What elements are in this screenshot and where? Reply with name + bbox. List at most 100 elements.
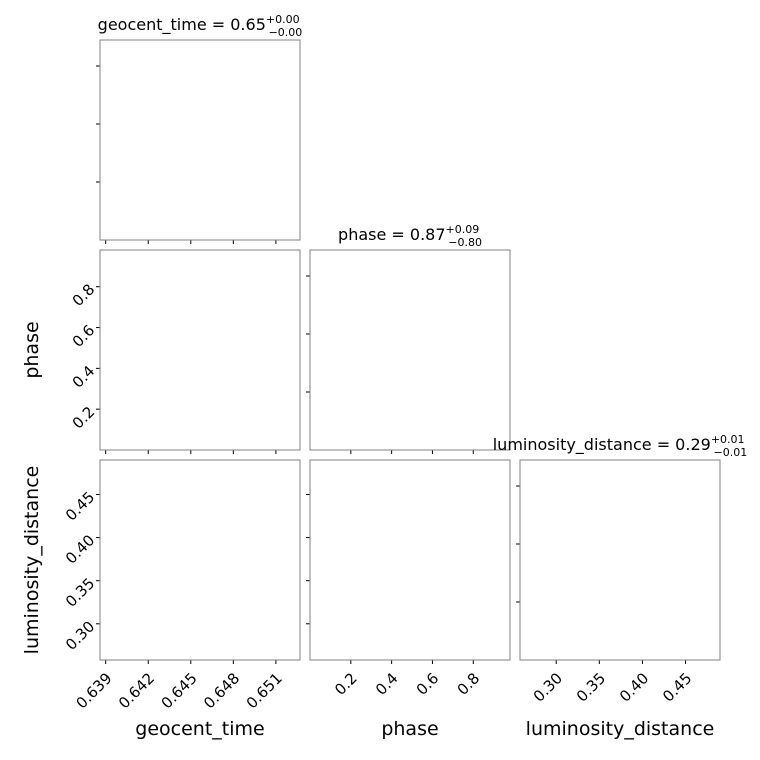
sample-point (227, 451, 229, 453)
sample-point (301, 630, 303, 632)
sample-point (513, 623, 515, 625)
sample-point (302, 627, 304, 629)
sample-point (305, 630, 307, 632)
ylabel-phase: phase (21, 321, 43, 378)
sample-point (229, 453, 231, 455)
sample-point (246, 450, 248, 452)
sample-point (228, 241, 230, 243)
sample-point (217, 246, 219, 248)
sample-point (210, 247, 212, 249)
sample-point (306, 616, 308, 618)
sample-point (517, 630, 519, 632)
sample-point (293, 451, 295, 453)
sample-point (305, 633, 307, 635)
sample-point (253, 247, 255, 249)
sample-point (305, 629, 307, 631)
sample-point (230, 451, 232, 453)
sample-point (181, 454, 183, 456)
sample-point (244, 247, 246, 249)
sample-point (511, 626, 513, 628)
sample-point (516, 616, 518, 618)
sample-point (224, 457, 226, 459)
sample-point (239, 452, 241, 454)
sample-point (245, 456, 247, 458)
sample-point (246, 453, 248, 455)
sample-point (226, 241, 228, 243)
sample-point (305, 629, 307, 631)
sample-point (238, 244, 240, 246)
sample-point (257, 452, 259, 454)
sample-point (305, 634, 307, 636)
sample-point (305, 635, 307, 637)
panel-hist-geocent_time-frame (99, 39, 301, 241)
xtick-label-luminosity_distance: 0.40 (616, 669, 652, 705)
panel-hist-luminosity_distance-frame (519, 459, 721, 661)
sample-point (304, 629, 306, 631)
sample-point (305, 638, 307, 640)
panel-title-luminosity_distance: luminosity_distance = 0.29+0.01 −0.01 (493, 433, 748, 459)
sample-point (261, 450, 263, 452)
title-minus: −0.01 (714, 446, 748, 459)
sample-point (307, 629, 309, 631)
sample-point (203, 450, 205, 452)
sample-point (222, 243, 224, 245)
sample-point (181, 243, 183, 245)
sample-point (172, 247, 174, 249)
sample-point (216, 457, 218, 459)
sample-point (199, 454, 201, 456)
sample-point (198, 452, 200, 454)
sample-point (302, 630, 304, 632)
sample-point (270, 457, 272, 459)
sample-point (218, 244, 220, 246)
sample-point (511, 620, 513, 622)
sample-point (306, 613, 308, 615)
sample-point (220, 243, 222, 245)
sample-point (307, 635, 309, 637)
sample-point (302, 616, 304, 618)
sample-point (233, 247, 235, 249)
sample-point (250, 457, 252, 459)
sample-point (246, 243, 248, 245)
sample-point (224, 457, 226, 459)
sample-point (216, 244, 218, 246)
sample-point (218, 455, 220, 457)
sample-point (232, 244, 234, 246)
sample-point (303, 627, 305, 629)
sample-point (305, 625, 307, 627)
sample-point (229, 452, 231, 454)
sample-point (256, 248, 258, 250)
sample-point (304, 625, 306, 627)
sample-point (304, 630, 306, 632)
sample-point (236, 243, 238, 245)
sample-point (515, 632, 517, 634)
sample-point (216, 245, 218, 247)
sample-point (215, 456, 217, 458)
sample-point (212, 451, 214, 453)
sample-point (228, 450, 230, 452)
sample-point (512, 642, 514, 644)
sample-point (249, 243, 251, 245)
sample-point (303, 626, 305, 628)
sample-point (220, 451, 222, 453)
sample-point (513, 622, 515, 624)
sample-point (228, 456, 230, 458)
sample-point (512, 622, 514, 624)
sample-point (306, 625, 308, 627)
sample-point (251, 452, 253, 454)
sample-point (513, 622, 515, 624)
sample-point (229, 245, 231, 247)
xtick-label-phase: 0.6 (413, 669, 443, 699)
sample-point (517, 621, 519, 623)
sample-point (241, 456, 243, 458)
sample-point (514, 639, 516, 641)
sample-point (239, 243, 241, 245)
sample-point (249, 454, 251, 456)
sample-point (216, 450, 218, 452)
sample-point (213, 452, 215, 454)
panel-hist-phase-frame (309, 249, 511, 451)
sample-point (246, 451, 248, 453)
sample-point (180, 244, 182, 246)
sample-point (307, 628, 309, 630)
sample-point (198, 450, 200, 452)
sample-point (303, 633, 305, 635)
